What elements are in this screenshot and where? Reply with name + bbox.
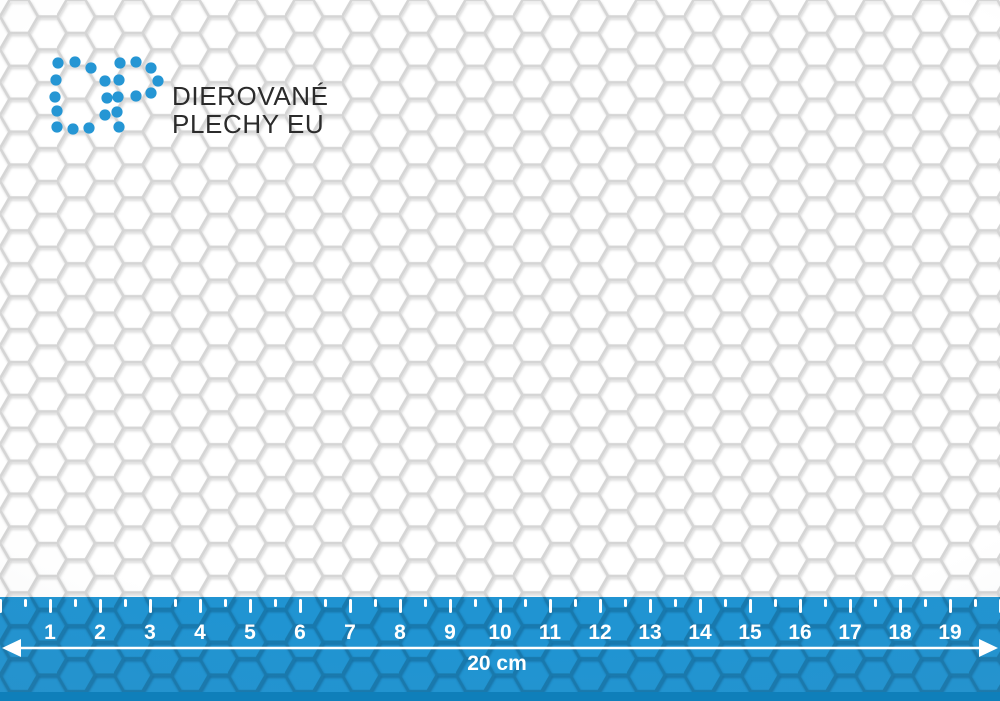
ruler-tick-major bbox=[948, 599, 952, 613]
arrowhead-left-icon bbox=[2, 639, 21, 657]
ruler-tick-minor bbox=[173, 599, 177, 607]
ruler-number: 17 bbox=[838, 621, 862, 644]
logo-dot bbox=[101, 92, 113, 104]
ruler-number: 1 bbox=[44, 621, 56, 644]
ruler-tick-minor bbox=[123, 599, 127, 607]
ruler-number: 14 bbox=[688, 621, 712, 644]
ruler-tick-minor bbox=[623, 599, 627, 607]
arrowhead-right-icon bbox=[979, 639, 998, 657]
ruler-tick-minor bbox=[523, 599, 527, 607]
ruler-tick-minor bbox=[723, 599, 727, 607]
ruler-tick-minor bbox=[823, 599, 827, 607]
ruler-tick-major bbox=[648, 599, 652, 613]
ruler-tick-minor bbox=[423, 599, 427, 607]
ruler-number: 18 bbox=[888, 621, 912, 644]
ruler: 1 2 3 4 5 6 7 8 9 10 11 12 13 14 15 16 17 18 19 20 cm bbox=[0, 597, 1000, 701]
logo-dot bbox=[145, 87, 157, 99]
ruler-number: 16 bbox=[788, 621, 812, 644]
logo-dot bbox=[113, 121, 125, 133]
ruler-number: 11 bbox=[538, 621, 562, 644]
ruler-tick-major bbox=[398, 599, 402, 613]
ruler-tick-major bbox=[348, 599, 352, 613]
logo-dot bbox=[112, 91, 124, 103]
ruler-number: 4 bbox=[194, 621, 206, 644]
ruler-tick-minor bbox=[773, 599, 777, 607]
logo-dot bbox=[83, 122, 95, 134]
logo-dot bbox=[69, 56, 81, 68]
ruler-number: 15 bbox=[738, 621, 762, 644]
logo-dot bbox=[51, 121, 63, 133]
ruler-tick-minor bbox=[73, 599, 77, 607]
logo-dot bbox=[130, 56, 142, 68]
ruler-tick-major bbox=[148, 599, 152, 613]
ruler-tick-major bbox=[248, 599, 252, 613]
ruler-tick-minor bbox=[923, 599, 927, 607]
ruler-tick-minor bbox=[573, 599, 577, 607]
ruler-tick-major bbox=[498, 599, 502, 613]
logo-dot bbox=[99, 75, 111, 87]
ruler-tick-major bbox=[98, 599, 102, 613]
logo-dot bbox=[51, 105, 63, 117]
logo-dot bbox=[152, 75, 164, 87]
ruler-number: 19 bbox=[938, 621, 962, 644]
ruler-tick-minor bbox=[323, 599, 327, 607]
ruler-tick-minor bbox=[873, 599, 877, 607]
ruler-tick-major bbox=[898, 599, 902, 613]
ruler-number: 8 bbox=[394, 621, 406, 644]
ruler-tick-minor bbox=[973, 599, 977, 607]
logo-dot bbox=[52, 57, 64, 69]
ruler-number: 7 bbox=[344, 621, 356, 644]
logo-dot bbox=[130, 90, 142, 102]
ruler-number: 12 bbox=[588, 621, 612, 644]
ruler-tick-major bbox=[0, 599, 2, 613]
logo-dot bbox=[114, 57, 126, 69]
ruler-tick-minor bbox=[673, 599, 677, 607]
logo-dot bbox=[49, 91, 61, 103]
ruler-number: 3 bbox=[144, 621, 156, 644]
logo-dot bbox=[67, 123, 79, 135]
dimension-label: 20 cm bbox=[467, 652, 527, 675]
ruler-footer-strip bbox=[0, 692, 1000, 701]
ruler-number: 10 bbox=[488, 621, 512, 644]
ruler-tick-minor bbox=[23, 599, 27, 607]
logo-dot bbox=[111, 106, 123, 118]
ruler-tick-major bbox=[848, 599, 852, 613]
ruler-tick-major bbox=[298, 599, 302, 613]
ruler-tick-major bbox=[548, 599, 552, 613]
ruler-number: 9 bbox=[444, 621, 456, 644]
ruler-tick-major bbox=[198, 599, 202, 613]
brand-name-line2: PLECHY EU bbox=[172, 109, 325, 139]
ruler-number: 13 bbox=[638, 621, 662, 644]
logo-dot bbox=[50, 74, 62, 86]
ruler-tick-major bbox=[448, 599, 452, 613]
ruler-tick-minor bbox=[473, 599, 477, 607]
ruler-tick-major bbox=[48, 599, 52, 613]
ruler-number: 6 bbox=[294, 621, 306, 644]
ruler-tick-major bbox=[998, 599, 1000, 613]
logo-dot bbox=[145, 62, 157, 74]
dp-dot-logo bbox=[49, 56, 164, 135]
ruler-number: 5 bbox=[244, 621, 256, 644]
logo-dot bbox=[85, 62, 97, 74]
ruler-number: 2 bbox=[94, 621, 106, 644]
logo-dot bbox=[99, 109, 111, 121]
logo-dot bbox=[113, 74, 125, 86]
ruler-tick-major bbox=[748, 599, 752, 613]
ruler-tick-major bbox=[698, 599, 702, 613]
ruler-tick-major bbox=[598, 599, 602, 613]
ruler-tick-minor bbox=[273, 599, 277, 607]
ruler-tick-minor bbox=[223, 599, 227, 607]
ruler-tick-major bbox=[798, 599, 802, 613]
brand-name-line1: DIEROVANÉ bbox=[172, 81, 329, 111]
ruler-tick-minor bbox=[373, 599, 377, 607]
